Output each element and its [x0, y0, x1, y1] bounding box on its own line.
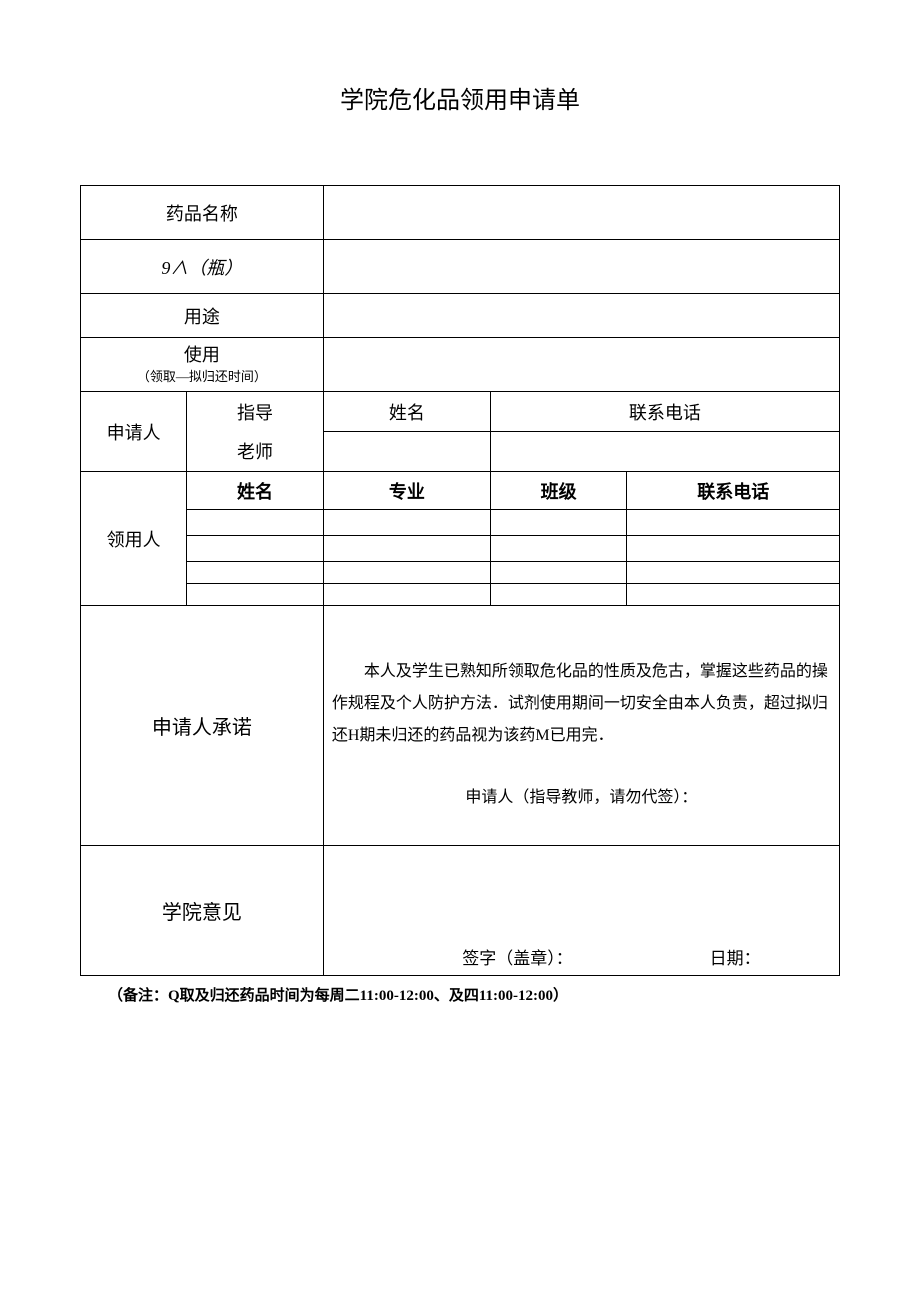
use-period-value[interactable]	[323, 338, 839, 392]
footnote: （备注：Q取及归还药品时间为每周二11:00-12:00、及四11:00-12:…	[80, 984, 840, 1005]
advisor-name-header: 姓名	[323, 392, 490, 432]
opinion-label: 学院意见	[81, 846, 324, 976]
quantity-label: 9∧（瓶）	[81, 240, 324, 294]
recipient-label: 领用人	[81, 472, 187, 606]
table-cell[interactable]	[627, 536, 840, 562]
advisor-label-2: 老师	[187, 432, 324, 472]
usage-value[interactable]	[323, 294, 839, 338]
advisor-name-value[interactable]	[323, 432, 490, 472]
recipient-major-header: 专业	[323, 472, 490, 510]
promise-sign-line: 申请人（指导教师，请勿代签）：	[324, 782, 839, 814]
table-cell[interactable]	[490, 562, 627, 584]
table-cell[interactable]	[490, 510, 627, 536]
table-cell[interactable]	[323, 562, 490, 584]
opinion-date-label: 日期：	[710, 944, 761, 969]
table-cell[interactable]	[187, 562, 324, 584]
promise-content: 本人及学生已熟知所领取危化品的性质及危古，掌握这些药品的操作规程及个人防护方法．…	[323, 606, 839, 846]
quantity-value[interactable]	[323, 240, 839, 294]
recipient-class-header: 班级	[490, 472, 627, 510]
table-cell[interactable]	[187, 584, 324, 606]
table-cell[interactable]	[627, 510, 840, 536]
table-cell[interactable]	[323, 584, 490, 606]
table-cell[interactable]	[187, 536, 324, 562]
application-form-table: 药品名称 9∧（瓶） 用途 使用 （领取—拟归还时间） 申请人 指导 姓名 联系…	[80, 185, 840, 976]
opinion-sign-label: 签字（盖章）：	[462, 944, 573, 969]
usage-label: 用途	[81, 294, 324, 338]
table-cell[interactable]	[627, 584, 840, 606]
table-cell[interactable]	[323, 510, 490, 536]
opinion-content[interactable]: 签字（盖章）： 日期：	[323, 846, 839, 976]
advisor-contact-value[interactable]	[490, 432, 839, 472]
table-cell[interactable]	[490, 536, 627, 562]
drug-name-value[interactable]	[323, 186, 839, 240]
table-cell[interactable]	[627, 562, 840, 584]
use-period-label: 使用 （领取—拟归还时间）	[81, 338, 324, 392]
recipient-contact-header: 联系电话	[627, 472, 840, 510]
table-cell[interactable]	[323, 536, 490, 562]
promise-label: 申请人承诺	[81, 606, 324, 846]
table-cell[interactable]	[187, 510, 324, 536]
drug-name-label: 药品名称	[81, 186, 324, 240]
advisor-label-1: 指导	[187, 392, 324, 432]
table-cell[interactable]	[490, 584, 627, 606]
page-title: 学院危化品领用申请单	[80, 80, 840, 115]
promise-text: 本人及学生已熟知所领取危化品的性质及危古，掌握这些药品的操作规程及个人防护方法．…	[324, 606, 839, 752]
advisor-contact-header: 联系电话	[490, 392, 839, 432]
applicant-label: 申请人	[81, 392, 187, 472]
recipient-name-header: 姓名	[187, 472, 324, 510]
